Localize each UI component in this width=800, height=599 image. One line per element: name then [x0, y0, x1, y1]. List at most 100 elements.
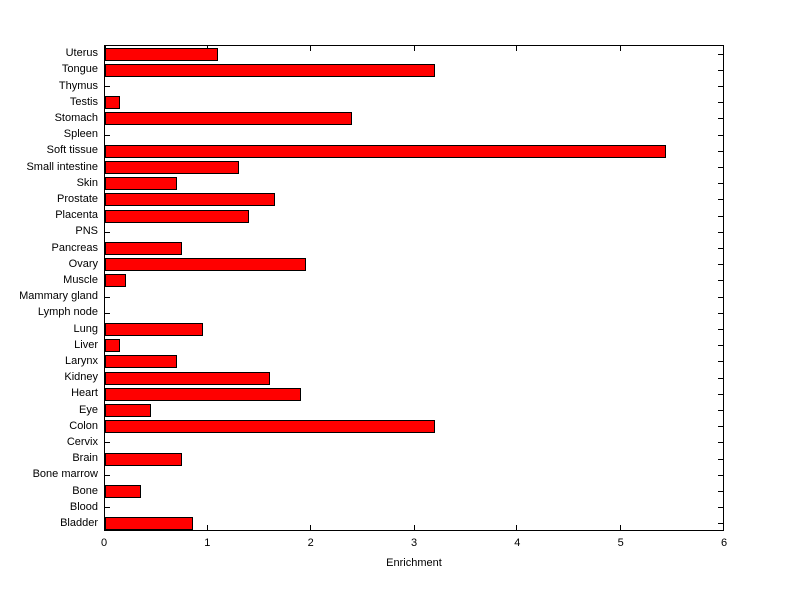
- bar: [105, 258, 306, 272]
- x-tick-label: 2: [307, 537, 314, 549]
- y-axis-labels: Uterus Tongue Thymus Testis Stomach Spleen Sof…: [0, 0, 98, 599]
- y-tick-mark: [718, 296, 723, 298]
- y-tick-label: Bone marrow: [32, 468, 98, 481]
- y-tick-label: Lymph node: [37, 306, 98, 319]
- y-tick-label: Spleen: [63, 128, 98, 141]
- y-tick-label: Mammary gland: [19, 290, 98, 303]
- bar: [105, 144, 667, 158]
- bar: [105, 63, 435, 77]
- y-tick-mark: [105, 442, 110, 444]
- x-tick-label: 5: [617, 537, 624, 549]
- y-tick-label: Pancreas: [51, 241, 98, 254]
- y-tick-mark: [105, 474, 110, 476]
- y-tick-mark: [718, 134, 723, 136]
- y-tick-label: Tongue: [61, 63, 98, 76]
- y-tick-label: Lung: [73, 322, 98, 335]
- bar: [105, 47, 219, 61]
- bar: [105, 387, 301, 401]
- y-tick-mark: [718, 458, 723, 460]
- y-tick-label: Skin: [76, 176, 98, 189]
- y-tick-label: Colon: [69, 419, 98, 432]
- y-tick-label: Testis: [69, 95, 98, 108]
- y-tick-label: Kidney: [64, 371, 98, 384]
- y-tick-mark: [105, 507, 110, 509]
- y-tick-mark: [718, 491, 723, 492]
- y-tick-label: Small intestine: [26, 160, 98, 173]
- x-tick-mark: [722, 525, 724, 530]
- y-tick-mark: [105, 312, 110, 314]
- bar: [105, 323, 203, 336]
- y-tick-mark: [718, 393, 723, 395]
- y-tick-label: PNS: [75, 225, 98, 238]
- bar: [105, 404, 152, 417]
- y-tick-mark: [718, 248, 723, 249]
- y-tick-label: Ovary: [68, 257, 98, 270]
- y-tick-label: Muscle: [63, 273, 98, 286]
- bar: [105, 177, 178, 191]
- y-tick-label: Bone: [72, 484, 98, 497]
- bar: [105, 209, 250, 223]
- y-tick-mark: [105, 296, 110, 298]
- bar: [105, 355, 178, 369]
- y-tick-mark: [718, 150, 723, 152]
- x-axis-title: Enrichment: [386, 557, 442, 569]
- x-tick-mark: [516, 46, 518, 51]
- y-tick-mark: [718, 474, 723, 476]
- y-tick-mark: [105, 134, 110, 136]
- x-tick-label: 1: [204, 537, 211, 549]
- y-tick-label: Uterus: [65, 47, 98, 60]
- y-tick-label: Liver: [74, 338, 98, 351]
- y-tick-mark: [718, 231, 723, 233]
- bar: [105, 112, 353, 126]
- bar: [105, 96, 121, 110]
- y-tick-mark: [105, 231, 110, 233]
- bar: [105, 193, 275, 207]
- y-tick-mark: [718, 410, 723, 411]
- bar: [105, 420, 435, 434]
- y-tick-mark: [718, 183, 723, 185]
- x-tick-mark: [207, 525, 209, 530]
- y-tick-mark: [718, 86, 723, 87]
- x-tick-mark: [310, 525, 312, 530]
- y-tick-label: Prostate: [57, 192, 98, 205]
- y-tick-label: Eye: [79, 403, 98, 416]
- y-tick-mark: [718, 312, 723, 314]
- y-tick-mark: [718, 426, 723, 428]
- x-tick-mark: [516, 525, 518, 530]
- plot-area: [104, 45, 724, 531]
- y-tick-label: Bladder: [60, 516, 98, 529]
- y-tick-mark: [718, 280, 723, 282]
- y-tick-mark: [718, 377, 723, 379]
- y-tick-label: Cervix: [66, 435, 98, 448]
- bar: [105, 452, 183, 466]
- y-tick-mark: [718, 215, 723, 217]
- y-tick-label: Stomach: [54, 111, 98, 124]
- y-tick-mark: [718, 199, 723, 201]
- y-tick-mark: [718, 264, 723, 266]
- bar: [105, 242, 183, 255]
- x-tick-mark: [619, 46, 621, 51]
- bar: [105, 517, 193, 531]
- y-tick-mark: [718, 523, 723, 525]
- y-tick-label: Placenta: [55, 209, 98, 222]
- bar: [105, 274, 126, 288]
- x-tick-mark: [619, 525, 621, 530]
- y-tick-mark: [718, 53, 723, 55]
- x-tick-mark: [413, 525, 415, 530]
- bar: [105, 371, 270, 385]
- y-tick-mark: [718, 167, 723, 168]
- bar: [105, 485, 142, 498]
- y-tick-mark: [718, 507, 723, 509]
- bar: [105, 161, 239, 174]
- y-tick-label: Heart: [71, 387, 98, 400]
- x-tick-label: 0: [100, 537, 108, 549]
- y-tick-mark: [105, 86, 110, 87]
- x-tick-mark: [310, 46, 312, 51]
- x-axis-tick-labels: 0 1 2 3 4 5 6: [0, 537, 800, 551]
- bar: [105, 339, 121, 353]
- x-tick-label: 3: [410, 537, 418, 549]
- y-tick-mark: [718, 118, 723, 120]
- x-tick-label: 6: [720, 537, 728, 549]
- x-tick-mark: [722, 46, 724, 51]
- y-tick-mark: [718, 361, 723, 363]
